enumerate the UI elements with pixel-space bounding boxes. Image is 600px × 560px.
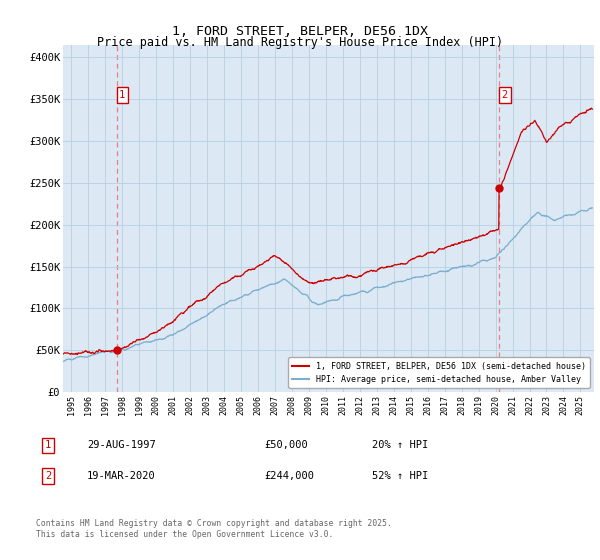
Text: 1: 1 xyxy=(45,440,51,450)
Text: £244,000: £244,000 xyxy=(264,471,314,481)
Text: 2: 2 xyxy=(45,471,51,481)
Text: £50,000: £50,000 xyxy=(264,440,308,450)
Legend: 1, FORD STREET, BELPER, DE56 1DX (semi-detached house), HPI: Average price, semi: 1, FORD STREET, BELPER, DE56 1DX (semi-d… xyxy=(288,357,590,388)
Text: Price paid vs. HM Land Registry's House Price Index (HPI): Price paid vs. HM Land Registry's House … xyxy=(97,36,503,49)
Text: Contains HM Land Registry data © Crown copyright and database right 2025.
This d: Contains HM Land Registry data © Crown c… xyxy=(36,520,392,539)
Text: 1, FORD STREET, BELPER, DE56 1DX: 1, FORD STREET, BELPER, DE56 1DX xyxy=(172,25,428,38)
Text: 19-MAR-2020: 19-MAR-2020 xyxy=(87,471,156,481)
Text: 20% ↑ HPI: 20% ↑ HPI xyxy=(372,440,428,450)
Text: 52% ↑ HPI: 52% ↑ HPI xyxy=(372,471,428,481)
Text: 1: 1 xyxy=(119,90,125,100)
Text: 29-AUG-1997: 29-AUG-1997 xyxy=(87,440,156,450)
Text: 2: 2 xyxy=(502,90,508,100)
